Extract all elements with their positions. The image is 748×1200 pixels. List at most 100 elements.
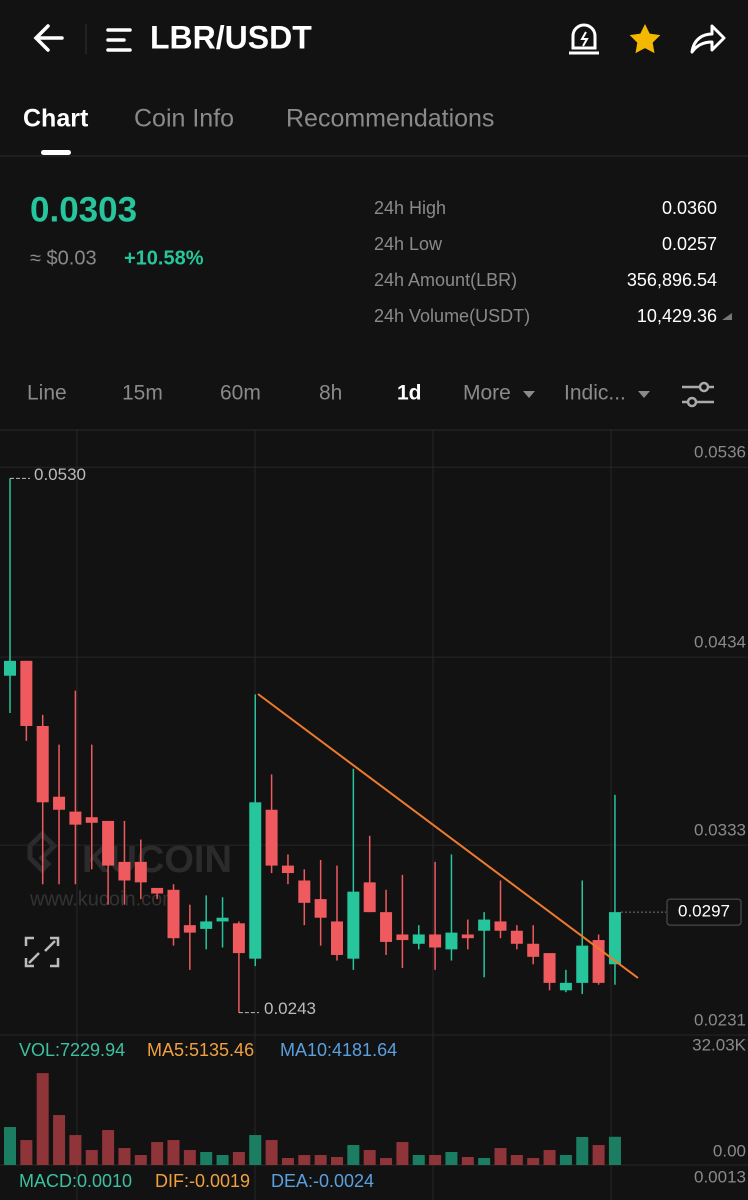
tab-coin-info[interactable]: Coin Info (134, 105, 234, 133)
pair-title: LBR/USDT (150, 19, 312, 55)
stat-label: 24h Amount(LBR) (374, 270, 517, 290)
volume-bar (461, 1156, 474, 1165)
volume-bar (478, 1158, 491, 1165)
volume-bar (69, 1135, 82, 1165)
volume-bar (429, 1155, 442, 1165)
candle-body (53, 796, 66, 810)
last-price: 0.0303 (30, 190, 137, 229)
candle-body (36, 725, 49, 803)
candle-body (559, 982, 572, 991)
vol-label: VOL:7229.94 (19, 1040, 125, 1060)
candle-body (445, 932, 458, 950)
volume-bar (200, 1152, 213, 1165)
ma10-label: MA10:4181.64 (280, 1040, 397, 1060)
stat-label: 24h Volume(USDT) (374, 306, 530, 326)
volume-bar (118, 1148, 131, 1165)
y-tick-label: 0.0536 (694, 443, 746, 462)
candle-body (543, 953, 556, 983)
candle-body (608, 912, 621, 965)
volume-bar (559, 1155, 572, 1165)
volume-bar (380, 1158, 393, 1165)
alert-icon[interactable] (569, 23, 599, 55)
stat-value: 0.0360 (662, 198, 717, 218)
interval-option[interactable]: 15m (122, 382, 163, 405)
volume-bar (510, 1155, 523, 1165)
stat-value: 10,429.36 (637, 306, 717, 326)
candle-body (69, 811, 82, 825)
candle-body (4, 660, 16, 676)
volume-bar (494, 1148, 507, 1165)
dropdown-arrow (523, 391, 535, 398)
interval-option[interactable]: Line (27, 382, 67, 405)
y-tick-label: 0.0333 (694, 821, 746, 840)
volume-tick-label: 0.00 (713, 1141, 746, 1160)
dropdown-arrow (638, 391, 650, 398)
interval-option[interactable]: More (463, 382, 511, 405)
interval-option[interactable]: 8h (319, 382, 342, 405)
back-button[interactable] (33, 24, 64, 52)
candle-body (216, 917, 229, 922)
volume-bar (20, 1140, 33, 1165)
volume-bar (232, 1152, 245, 1165)
volume-bar (183, 1150, 196, 1165)
candle-body (151, 887, 164, 894)
tab-recommendations[interactable]: Recommendations (286, 105, 494, 133)
dea-label: DEA:-0.0024 (271, 1171, 374, 1191)
volume-tick-label: 32.03K (692, 1035, 747, 1054)
volume-bar (134, 1155, 147, 1165)
candle-body (20, 660, 33, 726)
volume-bar (347, 1145, 360, 1165)
candle-body (232, 923, 245, 954)
stats-toggle[interactable] (722, 313, 732, 320)
settings-icon[interactable] (682, 381, 714, 408)
trendline (257, 693, 639, 979)
stat-label: 24h Low (374, 234, 443, 254)
volume-bar (216, 1155, 229, 1165)
macd-axis-label: 0.0013 (694, 1167, 746, 1186)
volume-bar (4, 1127, 16, 1165)
volume-bar (85, 1150, 98, 1165)
volume-bar (151, 1142, 164, 1165)
candle-body (576, 945, 589, 983)
tab-indicator (41, 150, 71, 155)
candle-body (331, 921, 343, 955)
candle-body (527, 943, 540, 957)
candle-body (167, 889, 180, 939)
candle-body (298, 880, 311, 903)
volume-bar (592, 1145, 605, 1165)
volume-bar (608, 1136, 621, 1165)
last-price-label: 0.0297 (678, 902, 730, 921)
volume-bar (281, 1158, 294, 1165)
volume-bar (412, 1155, 425, 1165)
volume-bar (249, 1135, 262, 1165)
candle-body (412, 934, 425, 944)
volume-bar (527, 1158, 540, 1165)
candle-body (281, 865, 294, 874)
interval-option[interactable]: Indic... (564, 382, 626, 405)
tab-chart[interactable]: Chart (23, 105, 89, 133)
favorite-star[interactable] (629, 24, 661, 54)
candle-body (200, 921, 213, 929)
macd-label: MACD:0.0010 (19, 1171, 132, 1191)
price-change: +10.58% (124, 247, 204, 269)
interval-option[interactable]: 1d (397, 382, 422, 405)
share-icon[interactable] (690, 24, 726, 54)
stat-value: 0.0257 (662, 234, 717, 254)
candle-body (380, 912, 393, 942)
fiat-price: ≈ $0.03 (30, 247, 97, 269)
last-price-box (666, 898, 742, 926)
dif-label: DIF:-0.0019 (155, 1171, 250, 1191)
candle-body (265, 809, 278, 866)
candle-body (134, 861, 147, 883)
menu-icon[interactable] (106, 28, 132, 52)
interval-option[interactable]: 60m (220, 382, 261, 405)
volume-bar (167, 1140, 180, 1165)
candle-body (85, 817, 98, 823)
candle-body (347, 891, 360, 959)
candle-body (249, 802, 262, 959)
volume-bar (331, 1156, 343, 1165)
stat-value: 356,896.54 (627, 270, 717, 290)
fullscreen-button[interactable] (24, 936, 60, 968)
